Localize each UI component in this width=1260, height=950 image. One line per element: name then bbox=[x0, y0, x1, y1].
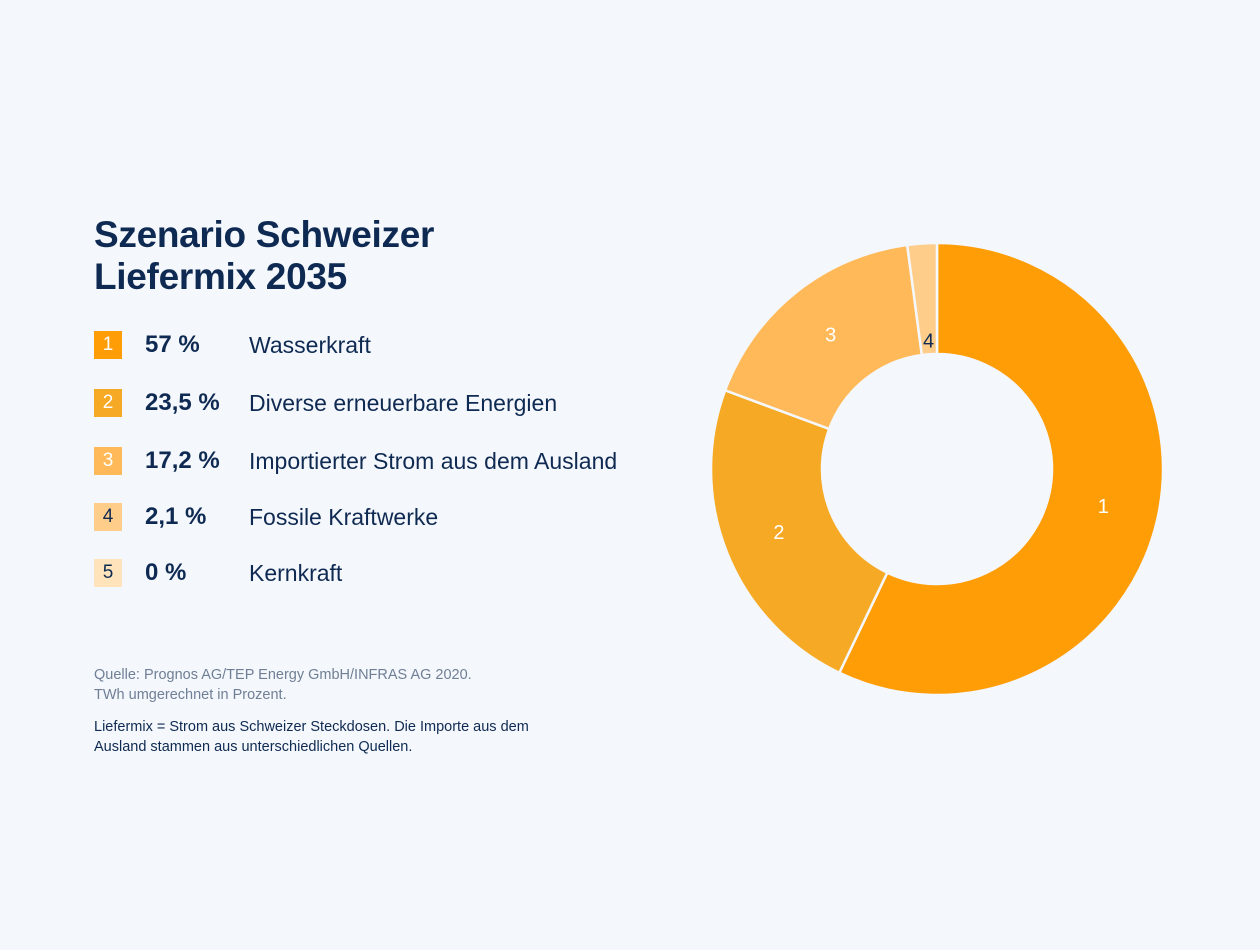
chart-title-line-1: Szenario Schweizer bbox=[94, 214, 435, 255]
legend-percentage: 23,5 % bbox=[145, 389, 220, 416]
legend-label: Diverse erneuerbare Energien bbox=[249, 390, 558, 416]
note-line-2: Ausland stammen aus unterschiedlichen Qu… bbox=[94, 739, 413, 755]
source-line-2: TWh umgerechnet in Prozent. bbox=[94, 687, 287, 703]
legend-badge: 5 bbox=[94, 559, 122, 587]
source-line-1: Quelle: Prognos AG/TEP Energy GmbH/INFRA… bbox=[94, 667, 472, 683]
legend-label: Fossile Kraftwerke bbox=[249, 504, 439, 530]
legend-item-erneuerbare: 2 23,5 % Diverse erneuerbare Energien bbox=[94, 388, 694, 418]
legend-item-kernkraft: 5 0 % Kernkraft bbox=[94, 558, 694, 588]
legend-percentage: 57 % bbox=[145, 331, 200, 358]
definition-note: Liefermix = Strom aus Schweizer Steckdos… bbox=[94, 717, 529, 757]
legend-label: Wasserkraft bbox=[249, 332, 371, 358]
donut-slice-label-4: 4 bbox=[923, 330, 934, 352]
legend-percentage: 17,2 % bbox=[145, 447, 220, 474]
legend-percentage: 0 % bbox=[145, 559, 187, 586]
donut-slice-1 bbox=[837, 241, 1165, 697]
source-note: Quelle: Prognos AG/TEP Energy GmbH/INFRA… bbox=[94, 665, 472, 705]
legend-badge: 3 bbox=[94, 447, 122, 475]
donut-slice-label-2: 2 bbox=[773, 522, 784, 544]
donut-chart: 1 2 3 4 bbox=[709, 241, 1165, 697]
legend-item-wasserkraft: 1 57 % Wasserkraft bbox=[94, 330, 694, 360]
legend-item-import: 3 17,2 % Importierter Strom aus dem Ausl… bbox=[94, 446, 694, 476]
legend-badge: 1 bbox=[94, 331, 122, 359]
donut-slice-4 bbox=[905, 241, 939, 357]
donut-slice-label-3: 3 bbox=[825, 325, 836, 347]
chart-title-line-2: Liefermix 2035 bbox=[94, 256, 347, 297]
legend-item-fossil: 4 2,1 % Fossile Kraftwerke bbox=[94, 502, 694, 532]
note-line-1: Liefermix = Strom aus Schweizer Steckdos… bbox=[94, 719, 529, 735]
legend-percentage: 2,1 % bbox=[145, 503, 207, 530]
legend-label: Kernkraft bbox=[249, 560, 343, 586]
donut-slice-label-1: 1 bbox=[1098, 496, 1109, 518]
legend-badge: 4 bbox=[94, 503, 122, 531]
legend-label: Importierter Strom aus dem Ausland bbox=[249, 448, 618, 474]
legend-badge: 2 bbox=[94, 389, 122, 417]
donut-slice-2 bbox=[709, 388, 889, 675]
donut-slice-3 bbox=[723, 243, 924, 431]
chart-title: Szenario Schweizer Liefermix 2035 bbox=[94, 214, 434, 298]
